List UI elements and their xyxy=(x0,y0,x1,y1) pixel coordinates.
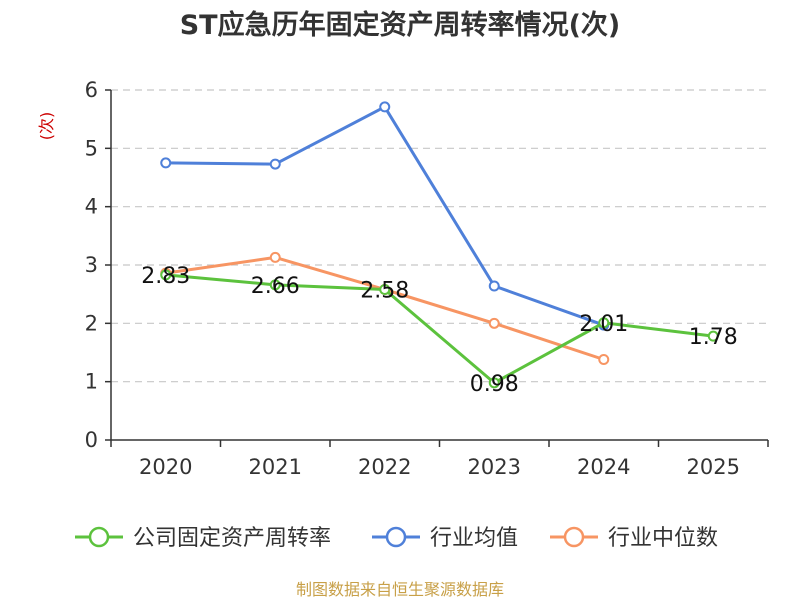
x-tick-label: 2020 xyxy=(139,455,192,479)
x-tick-label: 2024 xyxy=(577,455,630,479)
x-tick-label: 2022 xyxy=(358,455,411,479)
y-tick-label: 0 xyxy=(85,428,98,452)
data-point xyxy=(379,101,391,113)
grid-lines xyxy=(111,89,768,383)
x-tick-label: 2021 xyxy=(249,455,302,479)
series-line xyxy=(165,273,714,385)
series-line xyxy=(165,255,605,361)
y-tick-label: 6 xyxy=(85,78,98,102)
data-label: 1.78 xyxy=(689,325,738,350)
data-label: 2.58 xyxy=(360,279,409,304)
y-tick-label: 5 xyxy=(85,136,98,160)
data-point xyxy=(598,317,610,329)
data-label: 2.83 xyxy=(141,264,190,289)
data-point xyxy=(707,330,719,342)
legend-marker xyxy=(88,526,110,548)
series-lines xyxy=(160,101,719,389)
data-label: 2.01 xyxy=(579,312,628,337)
legend-marker xyxy=(385,526,407,548)
data-point xyxy=(379,284,391,295)
x-tick-label: 2025 xyxy=(687,455,740,479)
data-point xyxy=(488,280,500,292)
y-axis-label: (次) xyxy=(37,112,56,141)
chart-title: ST应急历年固定资产周转率情况(次) xyxy=(180,9,621,41)
x-tick-label: 2023 xyxy=(468,455,521,479)
data-point xyxy=(269,251,281,263)
data-point xyxy=(488,317,500,329)
legend-label: 行业均值 xyxy=(430,526,518,551)
y-tick-label: 3 xyxy=(85,253,98,277)
data-point xyxy=(269,158,281,170)
source-note: 制图数据来自恒生聚源数据库 xyxy=(296,580,504,599)
legend-label: 行业中位数 xyxy=(608,526,718,551)
data-label: 0.98 xyxy=(470,372,519,397)
y-tick-label: 2 xyxy=(85,311,98,335)
data-label: 2.66 xyxy=(251,274,300,299)
data-point xyxy=(598,354,610,365)
axes: 0 1 2 3 4 5 6 2020 2021 2022 2023 2024 2025 xyxy=(85,78,769,479)
data-point xyxy=(160,157,172,169)
data-point xyxy=(160,269,172,281)
y-tick-label: 1 xyxy=(85,370,98,394)
data-labels: 2.83 2.66 2.58 0.98 2.01 1.78 xyxy=(141,264,737,397)
legend: 公司固定资产周转率 行业均值 行业中位数 xyxy=(75,526,718,551)
legend-label: 公司固定资产周转率 xyxy=(133,526,331,551)
data-point xyxy=(269,279,281,291)
legend-marker xyxy=(563,526,585,548)
data-point xyxy=(488,377,500,389)
y-tick-label: 4 xyxy=(85,195,98,219)
